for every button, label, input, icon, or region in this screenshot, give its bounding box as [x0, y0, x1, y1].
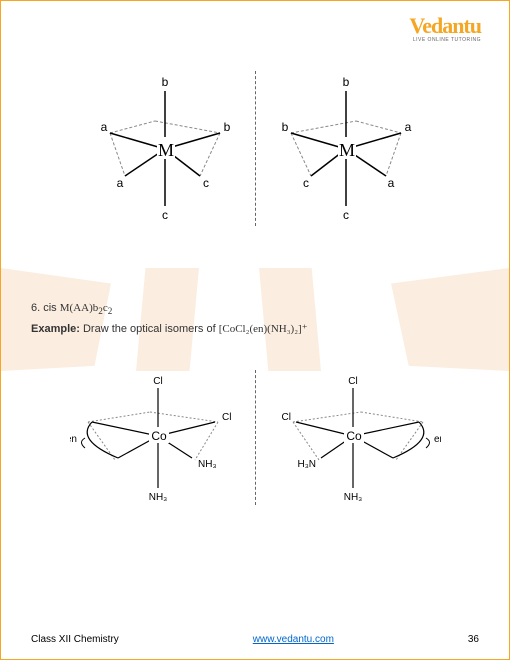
document-page: Vedantu LIVE ONLINE TUTORING	[0, 0, 510, 660]
page-footer: Class XII Chemistry www.vedantu.com 36	[31, 634, 479, 645]
co-complex-right: Co Cl Cl en H₃N NH₃	[271, 370, 441, 505]
ligand-label: a	[100, 120, 107, 134]
ligand-label: c	[303, 176, 309, 190]
ligand-label: H₃N	[297, 459, 316, 470]
ligand-label: b	[223, 120, 230, 134]
ligand-label: a	[387, 176, 394, 190]
center-label: Co	[346, 429, 362, 443]
ligand-label: c	[343, 208, 349, 222]
co-complex-left: Co Cl Cl en NH₃ NH₃	[70, 370, 240, 505]
ligand-label: NH₃	[148, 492, 167, 503]
ligand-label: en	[434, 434, 441, 445]
ligand-label: NH₃	[343, 492, 362, 503]
ligand-label: b	[342, 75, 349, 89]
octahedral-right: M b c b a c a	[271, 71, 421, 226]
ligand-label: Cl	[153, 376, 162, 387]
logo-text: Vedantu	[409, 13, 481, 39]
example-text: Draw the optical isomers of	[83, 323, 216, 335]
ligand-label: Cl	[281, 412, 290, 423]
question-line: 6. cis M(AA)b2c2	[31, 302, 479, 316]
octahedral-isomers-diagram: M b c a b a c M	[31, 71, 479, 226]
example-line: Example: Draw the optical isomers of [Co…	[31, 322, 479, 335]
logo-tagline: LIVE ONLINE TUTORING	[409, 37, 481, 43]
page-number: 36	[468, 634, 479, 645]
footer-class: Class XII Chemistry	[31, 634, 119, 645]
cobalt-isomers-diagram: Co Cl Cl en NH₃ NH₃	[31, 370, 479, 505]
ligand-label: en	[70, 434, 77, 445]
ligand-label: b	[281, 120, 288, 134]
ligand-label: a	[404, 120, 411, 134]
ligand-label: a	[116, 176, 123, 190]
center-label: Co	[151, 429, 167, 443]
ligand-label: Cl	[348, 376, 357, 387]
content-area: M b c a b a c M	[31, 71, 479, 505]
question-number: 6. cis	[31, 302, 57, 314]
brand-logo: Vedantu LIVE ONLINE TUTORING	[409, 13, 481, 43]
ligand-label: c	[203, 176, 209, 190]
ligand-label: b	[161, 75, 168, 89]
mirror-plane	[255, 71, 256, 226]
octahedral-left: M b c a b a c	[90, 71, 240, 226]
formula: M(AA)b2c2	[60, 302, 113, 314]
center-label: M	[338, 140, 354, 160]
complex-formula: [CoCl₂(en)(NH₃)₂]⁺	[219, 323, 308, 335]
mirror-plane	[255, 370, 256, 505]
ligand-label: c	[162, 208, 168, 222]
ligand-label: Cl	[222, 412, 231, 423]
ligand-label: NH₃	[198, 459, 217, 470]
center-label: M	[157, 140, 173, 160]
example-label: Example:	[31, 323, 80, 335]
footer-link[interactable]: www.vedantu.com	[253, 634, 334, 645]
